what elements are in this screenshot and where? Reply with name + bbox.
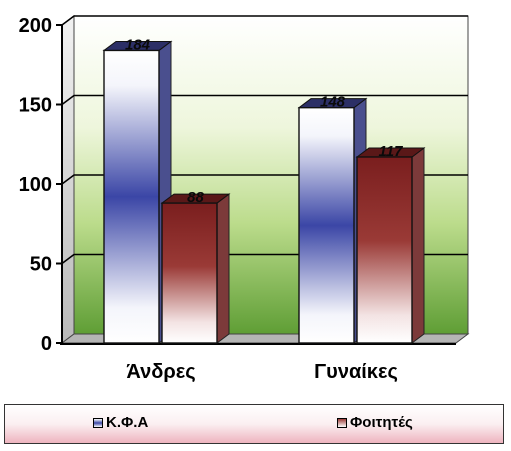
bar <box>102 40 173 344</box>
data-label: 148 <box>320 94 346 111</box>
y-tick-label: 150 <box>19 95 52 117</box>
data-labels: 184 88 148 117 <box>125 36 403 206</box>
bar-front <box>103 49 160 344</box>
gridline <box>61 94 468 106</box>
legend-label-kfa: Κ.Φ.Α <box>106 414 149 431</box>
bar-side <box>216 193 230 344</box>
bar-front <box>298 106 355 344</box>
data-label: 88 <box>187 189 204 206</box>
data-label: 117 <box>379 143 404 160</box>
y-tick-label: 200 <box>19 15 52 37</box>
y-tick-label: 100 <box>19 174 52 196</box>
y-tick-label: 50 <box>30 254 52 276</box>
bar-front <box>161 202 218 344</box>
bar-front <box>356 156 413 344</box>
bar <box>297 97 368 344</box>
bar-side <box>411 146 425 344</box>
gridline <box>61 15 468 26</box>
category-label: Γυναίκες <box>314 361 398 383</box>
bar-chart: 0 50 100 150 200 184 88 148 117 Άνδρες Γυναίκες <box>19 15 470 383</box>
y-tick-labels: 0 50 100 150 200 <box>19 15 62 355</box>
legend-label-students: Φοιτητές <box>350 414 413 431</box>
category-label: Άνδρες <box>126 361 195 383</box>
y-tick-label: 0 <box>41 333 52 355</box>
legend-item-kfa: Κ.Φ.Α <box>93 414 148 431</box>
legend: Κ.Φ.Α Φοιτητές <box>4 404 504 444</box>
data-label: 184 <box>125 36 151 53</box>
category-labels: Άνδρες Γυναίκες <box>126 361 397 383</box>
legend-swatch-kfa <box>93 417 103 428</box>
legend-swatch-students <box>337 417 347 428</box>
legend-item-students: Φοιτητές <box>337 414 413 431</box>
bar <box>355 146 426 344</box>
bar <box>160 193 231 344</box>
bars <box>102 40 426 344</box>
